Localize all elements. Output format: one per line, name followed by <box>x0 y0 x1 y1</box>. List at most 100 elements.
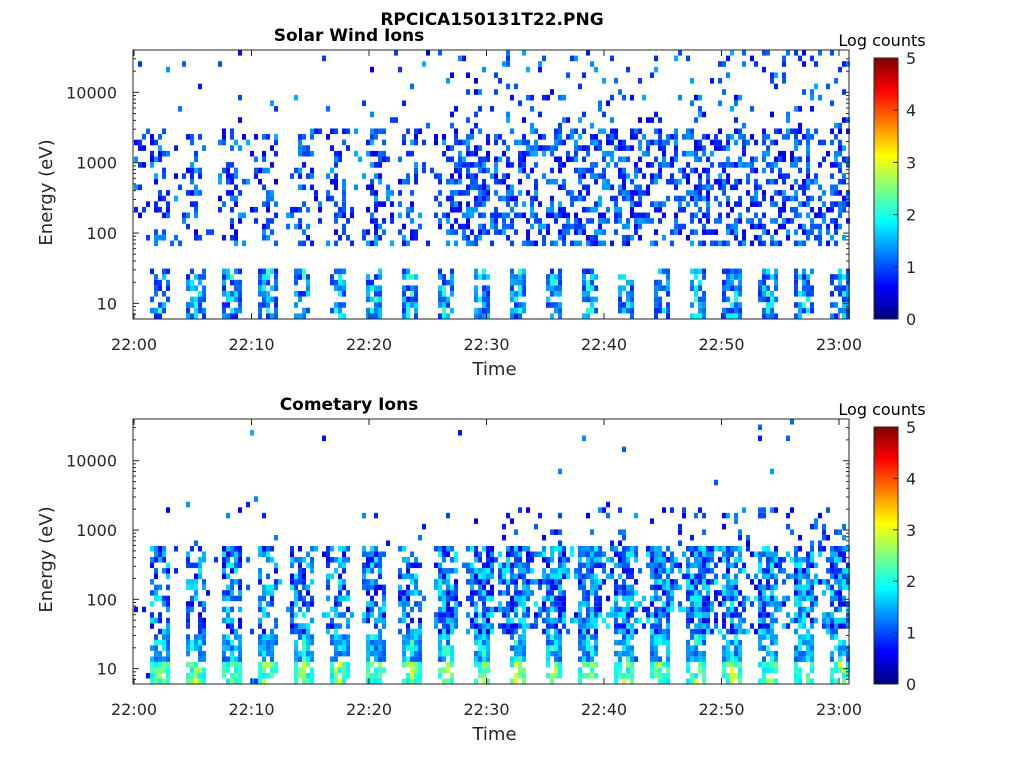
heatmap-cell <box>634 557 638 563</box>
heatmap-cell <box>342 201 346 207</box>
heatmap-cell <box>442 595 446 602</box>
heatmap-cell <box>802 201 806 207</box>
heatmap-cell <box>414 661 418 668</box>
heatmap-cell <box>366 313 370 319</box>
heatmap-cell <box>682 150 686 157</box>
heatmap-cell <box>474 601 478 607</box>
heatmap-cell <box>706 229 710 235</box>
heatmap-cell <box>690 645 694 651</box>
heatmap-cell <box>810 206 814 213</box>
heatmap-cell <box>578 190 582 196</box>
heatmap-cell <box>558 595 562 602</box>
heatmap-cell <box>794 557 798 563</box>
heatmap-cell <box>698 139 702 146</box>
heatmap-cell <box>238 279 242 286</box>
heatmap-cell <box>694 579 698 585</box>
heatmap-cell <box>186 190 190 196</box>
heatmap-cell <box>586 672 590 679</box>
heatmap-cell <box>314 195 318 202</box>
heatmap-cell <box>734 573 738 580</box>
heatmap-cell <box>550 650 554 657</box>
heatmap-cell <box>726 573 730 580</box>
heatmap-cell <box>674 55 678 62</box>
heatmap-cell <box>194 639 198 646</box>
heatmap-cell <box>594 639 598 646</box>
heatmap-cell <box>758 507 762 513</box>
x-tick-label: 22:00 <box>111 700 157 719</box>
heatmap-cell <box>734 313 738 319</box>
heatmap-cell <box>574 218 578 224</box>
heatmap-cell <box>334 628 338 635</box>
heatmap-cell <box>550 634 554 640</box>
heatmap-cell <box>578 195 582 202</box>
heatmap-cell <box>678 195 682 202</box>
heatmap-cell <box>202 650 206 657</box>
heatmap-cell <box>558 167 562 174</box>
heatmap-cell <box>686 579 690 585</box>
heatmap-cell <box>558 650 562 657</box>
heatmap-cell <box>714 145 718 151</box>
heatmap-cell <box>378 568 382 574</box>
heatmap-cell <box>694 672 698 679</box>
heatmap-cell <box>694 274 698 280</box>
heatmap-cell <box>762 128 766 135</box>
heatmap-cell <box>766 178 770 185</box>
heatmap-cell <box>758 639 762 646</box>
x-tick-label: 22:10 <box>228 335 274 354</box>
colorbar-tick-label: 4 <box>906 101 916 120</box>
heatmap-cell <box>510 623 514 629</box>
heatmap-cell <box>830 545 834 552</box>
heatmap-cell <box>406 612 410 618</box>
heatmap-cell <box>766 612 770 618</box>
heatmap-cell <box>410 656 414 662</box>
heatmap-cell <box>374 302 378 308</box>
heatmap-cell <box>810 617 814 624</box>
heatmap-cell <box>622 145 626 151</box>
heatmap-cell <box>462 190 466 196</box>
heatmap-cell <box>562 573 566 580</box>
heatmap-cell <box>530 557 534 563</box>
heatmap-cell <box>542 557 546 563</box>
heatmap-cell <box>678 601 682 607</box>
heatmap-cell <box>238 545 242 552</box>
heatmap-cell <box>522 568 526 574</box>
heatmap-cell <box>810 650 814 657</box>
heatmap-cell <box>514 672 518 679</box>
heatmap-cell <box>826 83 830 90</box>
heatmap-cell <box>670 551 674 558</box>
heatmap-cell <box>582 584 586 591</box>
heatmap-cell <box>822 617 826 624</box>
heatmap-cell <box>298 623 302 629</box>
heatmap-cell <box>378 150 382 157</box>
heatmap-cell <box>670 178 674 185</box>
heatmap-cell <box>674 139 678 146</box>
heatmap-cell <box>242 134 246 140</box>
heatmap-cell <box>694 584 698 591</box>
heatmap-cell <box>838 223 842 230</box>
heatmap-cell <box>686 606 690 613</box>
heatmap-cell <box>830 584 834 591</box>
heatmap-cell <box>826 617 830 624</box>
heatmap-cell <box>734 296 738 303</box>
heatmap-cell <box>510 678 514 684</box>
heatmap-cell <box>762 134 766 140</box>
heatmap-cell <box>626 650 630 657</box>
heatmap-cell <box>758 557 762 563</box>
heatmap-cell <box>762 551 766 558</box>
heatmap-cell <box>478 223 482 230</box>
heatmap-cell <box>594 606 598 613</box>
heatmap-cell <box>490 623 494 629</box>
heatmap-cell <box>662 606 666 613</box>
heatmap-cell <box>158 307 162 314</box>
heatmap-cell <box>722 296 726 303</box>
heatmap-cell <box>766 568 770 574</box>
heatmap-cell <box>222 639 226 646</box>
heatmap-cell <box>250 430 254 436</box>
heatmap-cell <box>694 557 698 563</box>
heatmap-cell <box>138 184 142 191</box>
heatmap-cell <box>402 661 406 668</box>
heatmap-cell <box>810 606 814 613</box>
heatmap-cell <box>226 313 230 319</box>
heatmap-cell <box>742 139 746 146</box>
heatmap-cell <box>710 568 714 574</box>
